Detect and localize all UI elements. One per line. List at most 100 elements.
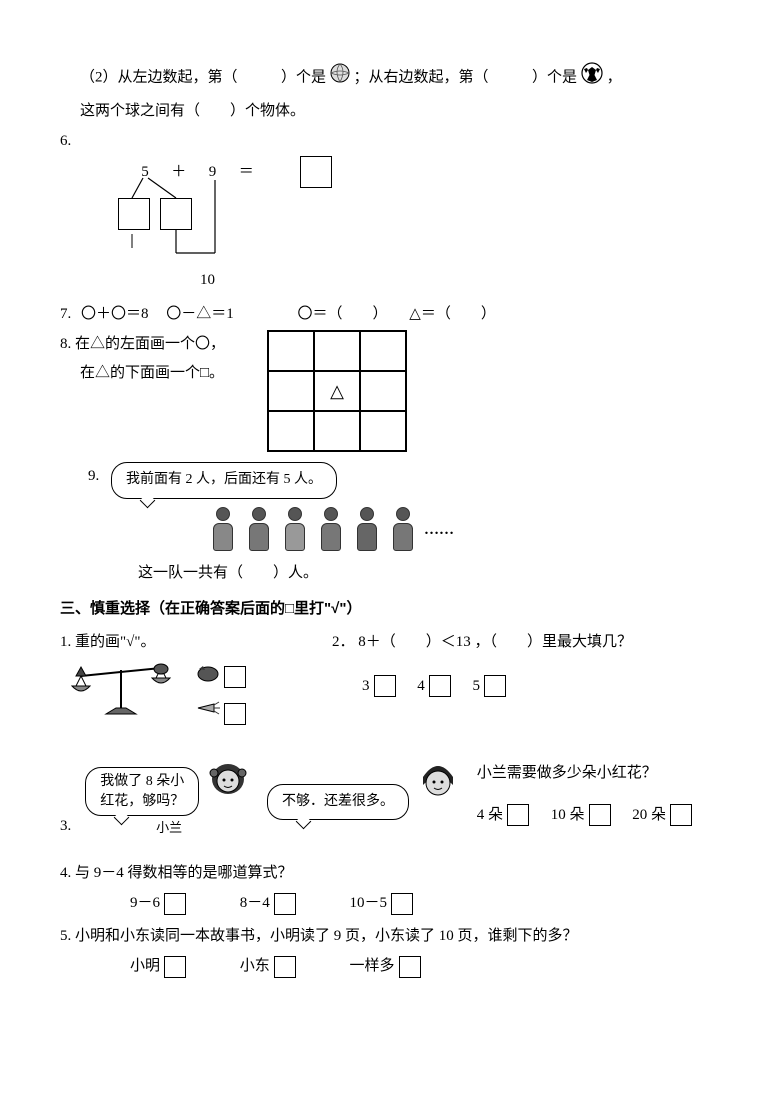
person-icon: [208, 507, 238, 555]
grid-cell[interactable]: [268, 371, 314, 411]
grid-cell[interactable]: [314, 411, 360, 451]
s3q3-opt-20[interactable]: 20 朵: [632, 801, 692, 830]
s3q3-opt-4[interactable]: 4 朵: [477, 801, 529, 830]
opt-label: 4: [417, 672, 425, 701]
s3q1-row: 1. 重的画"√"。: [60, 628, 720, 731]
s3q3-label: 3.: [60, 818, 71, 834]
check-box[interactable]: [589, 804, 611, 826]
q7-label: 7.: [60, 306, 71, 322]
grid-cell[interactable]: [268, 331, 314, 371]
opt-label: 5: [473, 672, 481, 701]
q8-t1: 在△的左面画一个〇，: [75, 336, 225, 352]
bubble-line: 我做了 8 朵小: [100, 772, 184, 792]
s3q4-label: 4.: [60, 865, 71, 881]
opt-label: 20 朵: [632, 801, 666, 830]
q9-bubble: 我前面有 2 人，后面还有 5 人。: [111, 462, 337, 499]
check-box[interactable]: [224, 703, 246, 725]
opt-label: 小明: [130, 952, 160, 981]
s3q2-label: 2．: [332, 634, 355, 650]
s3q2-opt-3[interactable]: 3: [362, 672, 396, 701]
s3q4-opt-2[interactable]: 8－4: [240, 889, 296, 918]
grid-cell[interactable]: [268, 411, 314, 451]
person-icon: [280, 507, 310, 555]
q2b-mid3: ）个是: [532, 70, 577, 86]
q7-eq2: 〇－△＝1: [166, 306, 234, 322]
soccer-ball-icon: [581, 62, 603, 95]
grid-cell[interactable]: [314, 331, 360, 371]
volleyball-icon: [330, 63, 350, 94]
check-box[interactable]: [224, 666, 246, 688]
s3q5-label: 5.: [60, 928, 71, 944]
s3q3-opt-10[interactable]: 10 朵: [551, 801, 611, 830]
s3q4-line: 4. 与 9－4 得数相等的是哪道算式？: [60, 859, 720, 888]
s3q2-opt-5[interactable]: 5: [473, 672, 507, 701]
s3q3-question: 小兰需要做多少朵小红花？: [477, 759, 720, 788]
s3q3-bubble2: 不够．还差很多。: [267, 784, 409, 821]
opt-label: 3: [362, 672, 370, 701]
q9-block: 9. 我前面有 2 人，后面还有 5 人。 …… 这一队一共有（ ）人。: [88, 462, 720, 587]
s3q3-name: 小兰: [85, 816, 253, 841]
check-box[interactable]: [374, 675, 396, 697]
person-icon: [388, 507, 418, 555]
q6-diagram: 5 ＋ 9 ＝ 10: [70, 158, 720, 298]
check-box[interactable]: [429, 675, 451, 697]
opt-label: 小东: [240, 952, 270, 981]
opt-label: 10 朵: [551, 801, 585, 830]
opt-label: 4 朵: [477, 801, 503, 830]
s3q2-text: 8＋（ ）＜13 ，（ ）里最大填几？: [358, 634, 632, 650]
s3q5-opt-3[interactable]: 一样多: [350, 952, 421, 981]
q8-t2: 在△的下面画一个□。: [80, 359, 225, 388]
grid-cell[interactable]: [360, 371, 406, 411]
s3q4-text: 与 9－4 得数相等的是哪道算式？: [75, 865, 293, 881]
s3q1-opt-eggplant[interactable]: [194, 662, 246, 693]
balance-scale-icon: [66, 660, 176, 731]
check-box[interactable]: [274, 893, 296, 915]
q2b-suffix: ，: [607, 70, 622, 86]
check-box[interactable]: [274, 956, 296, 978]
s3q5-opt-1[interactable]: 小明: [130, 952, 186, 981]
q2b-prefix: （2）从左边数起，第（: [80, 70, 238, 86]
s3q4-opt-3[interactable]: 10－5: [350, 889, 414, 918]
q2b-mid1: ）个是: [281, 70, 326, 86]
q8-grid[interactable]: △: [267, 330, 407, 452]
check-box[interactable]: [391, 893, 413, 915]
q8-label: 8.: [60, 336, 71, 352]
check-box[interactable]: [399, 956, 421, 978]
q9-people: ……: [208, 507, 720, 555]
person-icon: [316, 507, 346, 555]
s3q1-label: 1.: [60, 634, 71, 650]
s3q4-opt-1[interactable]: 9－6: [130, 889, 186, 918]
s3q3-row: 3. 我做了 8 朵小 红花，够吗？ 小兰 不够．还差很多。: [60, 753, 720, 841]
check-box[interactable]: [507, 804, 529, 826]
s3q5-opt-2[interactable]: 小东: [240, 952, 296, 981]
check-box[interactable]: [484, 675, 506, 697]
q9-label: 9.: [88, 468, 99, 484]
s3q1-opt-carrot[interactable]: [194, 698, 246, 729]
opt-label: 8－4: [240, 889, 270, 918]
section3-title: 三、慎重选择（在正确答案后面的□里打"√"）: [60, 595, 720, 624]
person-icon: [352, 507, 382, 555]
q2b-line1: （2）从左边数起，第（ ）个是 ；从右边数起，第（ ）个是 ，: [80, 62, 720, 95]
boy-icon: [413, 759, 463, 816]
q6-split-box-a[interactable]: [118, 198, 150, 230]
q7-ans1[interactable]: 〇＝（ ）: [298, 306, 388, 322]
q7-ans2[interactable]: △＝（ ）: [409, 306, 496, 322]
s3q1-text: 重的画"√"。: [75, 634, 155, 650]
s3q2-opt-4[interactable]: 4: [417, 672, 451, 701]
eggplant-icon: [194, 662, 220, 693]
q9-dots: ……: [424, 516, 454, 545]
bubble-line: 红花，够吗？: [100, 792, 184, 812]
grid-cell[interactable]: [360, 331, 406, 371]
opt-label: 10－5: [350, 889, 388, 918]
check-box[interactable]: [670, 804, 692, 826]
q6-split-box-b[interactable]: [160, 198, 192, 230]
q9-answer[interactable]: 这一队一共有（ ）人。: [138, 559, 720, 588]
carrot-icon: [194, 698, 220, 729]
q2b-mid2: ；从右边数起，第（: [354, 70, 489, 86]
s3q5-line: 5. 小明和小东读同一本故事书，小明读了 9 页，小东读了 10 页，谁剩下的多…: [60, 922, 720, 951]
check-box[interactable]: [164, 956, 186, 978]
grid-cell[interactable]: [360, 411, 406, 451]
check-box[interactable]: [164, 893, 186, 915]
opt-label: 一样多: [350, 952, 395, 981]
q6-ten: 10: [200, 266, 215, 295]
